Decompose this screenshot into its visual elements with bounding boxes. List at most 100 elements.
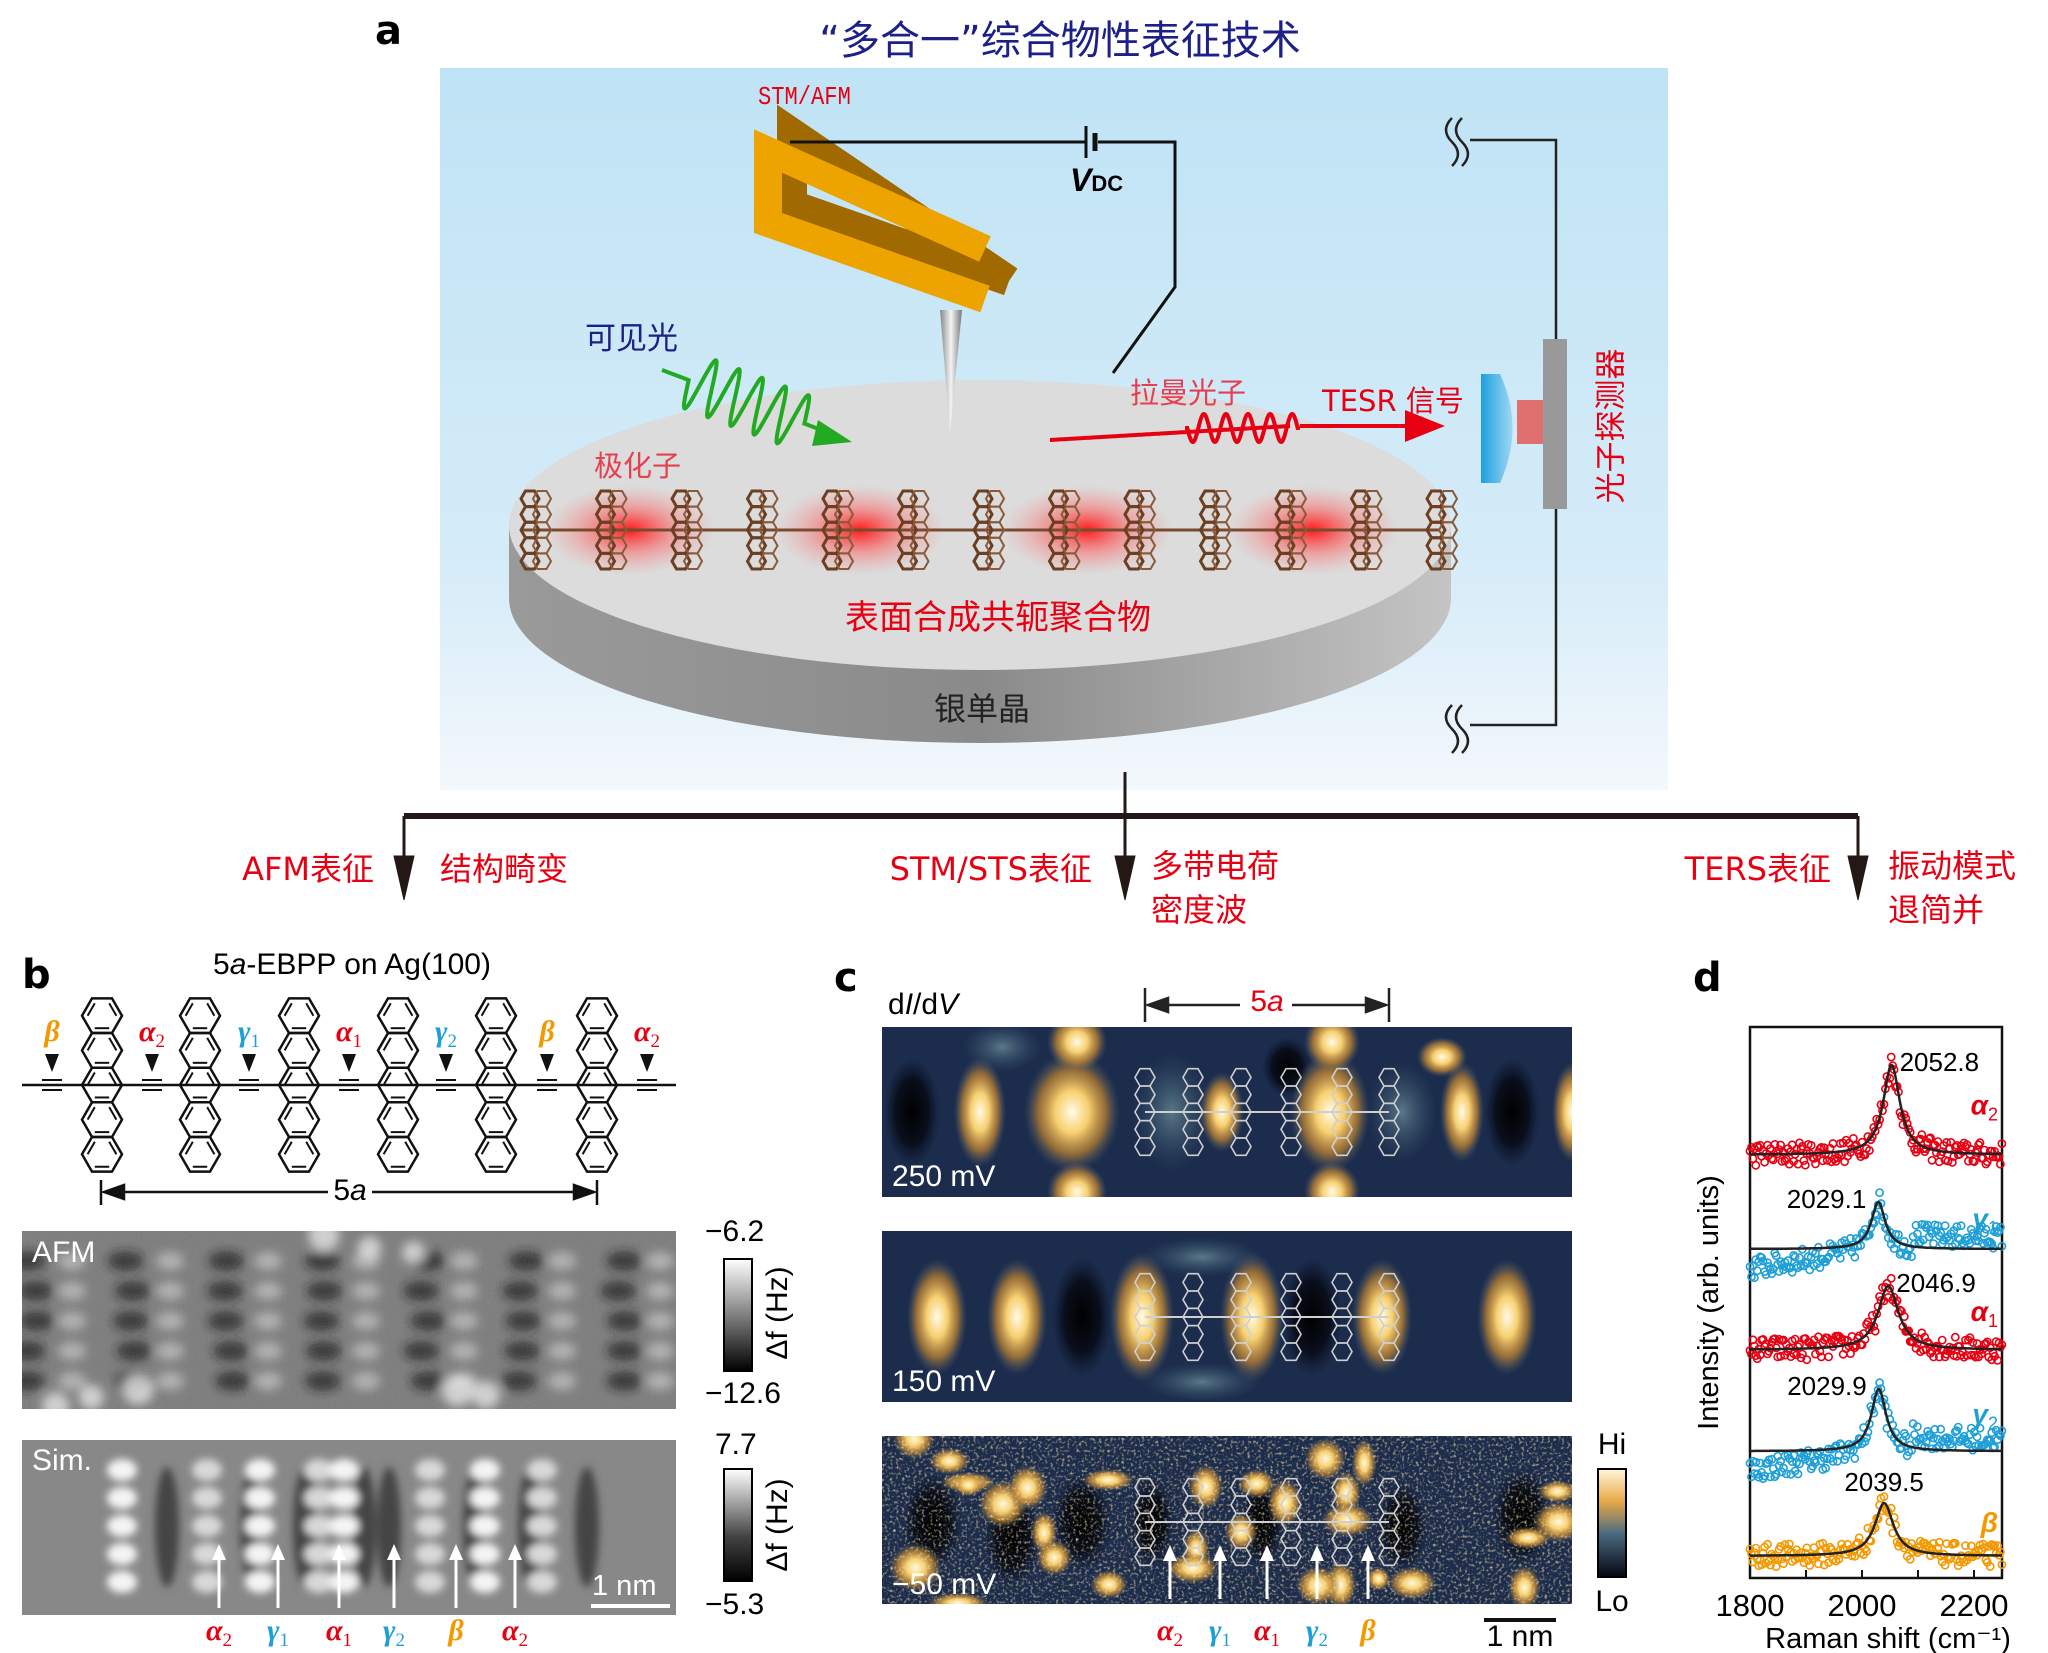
data-point: [1846, 1233, 1855, 1243]
panel-a-schematic: [393, 68, 1869, 901]
greek-subscript: 1: [250, 1031, 260, 1052]
sim-scale-bar-label: 1 nm: [592, 1570, 657, 1602]
sim-ring-feature: [107, 1543, 137, 1565]
sim-colorbar-max: 7.7: [715, 1428, 757, 1461]
data-point: [1950, 1142, 1960, 1152]
data-point: [1815, 1263, 1825, 1272]
double-bond: [603, 1072, 613, 1086]
acene-unit: [80, 997, 124, 1173]
series-subscript: 2: [1988, 1413, 1998, 1433]
data-point: [1968, 1338, 1978, 1347]
hexagon-ring: [1182, 1342, 1204, 1362]
sim-ring-feature: [245, 1543, 275, 1565]
period-italic: a: [350, 1174, 367, 1207]
period-arrow: [99, 1180, 599, 1205]
greek-symbol: γ: [435, 1015, 448, 1048]
data-point: [1766, 1560, 1775, 1570]
hexagon-ring: [1198, 551, 1221, 571]
high-ldos-spot: [1110, 1252, 1174, 1382]
data-point: [1747, 1349, 1756, 1359]
low-ldos-spot: [1484, 1057, 1540, 1167]
series-subscript: 2: [1988, 1104, 1998, 1124]
data-point: [1947, 1157, 1957, 1167]
double-bond: [581, 1141, 591, 1155]
greek-symbol: α: [501, 1614, 519, 1647]
bias-voltage-label: VDC: [1070, 162, 1123, 199]
raman-photon-label: 拉曼光子: [1130, 376, 1247, 410]
data-point: [1936, 1424, 1946, 1434]
y-axis-label: Intensity (arb. units): [1693, 1175, 1725, 1430]
double-bond: [480, 1141, 490, 1155]
sim-ring-feature: [245, 1571, 275, 1593]
data-point: [1850, 1252, 1860, 1262]
afm-image-label: AFM: [32, 1236, 96, 1269]
sim-ring-feature: [527, 1459, 557, 1481]
data-point: [1761, 1270, 1771, 1279]
peak-value-label: 2052.8: [1900, 1047, 1980, 1077]
high-ldos-spot: [987, 1259, 1047, 1375]
bond-label: β: [44, 1015, 59, 1053]
data-point: [1912, 1229, 1922, 1239]
data-point: [1961, 1541, 1970, 1550]
panel-b-label: b: [22, 952, 51, 998]
greek-subscript: 2: [155, 1031, 166, 1052]
double-bond: [206, 1002, 216, 1017]
greek-subscript: 2: [650, 1031, 661, 1052]
data-point: [1760, 1471, 1769, 1481]
hexagon-ring: [896, 551, 919, 571]
double-bond: [206, 1037, 216, 1051]
data-point: [1975, 1423, 1985, 1433]
hexagon-ring: [474, 1135, 518, 1173]
hexagon-ring: [1378, 1547, 1400, 1567]
sim-image-label: Sim.: [32, 1444, 92, 1477]
sim-ring-feature: [107, 1515, 137, 1537]
greek-symbol: α: [205, 1614, 223, 1647]
spectrum-γ2: 2029.9 γ2: [1745, 1371, 2007, 1484]
sim-ring-feature: [329, 1487, 359, 1509]
detector-filter: [1517, 400, 1543, 444]
data-point: [1856, 1434, 1866, 1444]
data-point: [1802, 1355, 1812, 1365]
double-bond: [502, 1106, 512, 1121]
data-point: [1929, 1433, 1938, 1443]
map-arrow-label: β: [1360, 1614, 1375, 1652]
panel-c-scale-bar-label: 1 nm: [1486, 1620, 1554, 1653]
sim-ring-feature: [304, 1515, 334, 1537]
hexagon-ring: [607, 552, 628, 570]
series-subscript: 1: [1988, 1218, 1998, 1238]
sim-ring-feature: [192, 1571, 222, 1593]
incident-light-wave: [661, 358, 841, 446]
x-tick-label: 2000: [1828, 1588, 1897, 1623]
fit-curve: [1750, 1284, 2002, 1351]
data-point: [1953, 1233, 1963, 1243]
sim-ring-feature: [415, 1543, 445, 1565]
data-point: [1961, 1335, 1970, 1345]
greek-symbol: α: [1156, 1614, 1174, 1647]
mid-ldos-spot: [1142, 1362, 1262, 1402]
tesr-arrowhead: [1405, 410, 1445, 442]
data-point: [1931, 1148, 1941, 1158]
series-label: α2: [1971, 1089, 1998, 1124]
bond-arrowhead: [1310, 1545, 1324, 1561]
map-bias-label-3: −50 mV: [892, 1568, 997, 1601]
data-point: [1930, 1424, 1940, 1434]
bond-arrowhead: [332, 1544, 346, 1560]
hexagon-ring: [1230, 1547, 1252, 1567]
map-bias-label-2: 150 mV: [892, 1365, 996, 1398]
bond-arrowhead: [212, 1544, 226, 1560]
sim-ring-feature: [304, 1459, 334, 1481]
data-point: [1962, 1140, 1972, 1149]
period-number: 5: [333, 1174, 350, 1207]
double-bond: [108, 1072, 118, 1086]
data-point: [1771, 1562, 1781, 1571]
greek-symbol: β: [448, 1614, 464, 1647]
spectrum-α2: 2052.8 α2: [1745, 1047, 2007, 1170]
sim-ring-feature: [470, 1487, 500, 1509]
sim-ring-feature: [107, 1571, 137, 1593]
ters-result-line-2: 退简并: [1888, 891, 1985, 929]
data-point: [1813, 1559, 1823, 1569]
data-point: [1901, 1431, 1911, 1441]
data-point: [1821, 1463, 1831, 1473]
hexagon-ring: [984, 552, 1006, 570]
x-tick-label: 2200: [1940, 1588, 2009, 1623]
